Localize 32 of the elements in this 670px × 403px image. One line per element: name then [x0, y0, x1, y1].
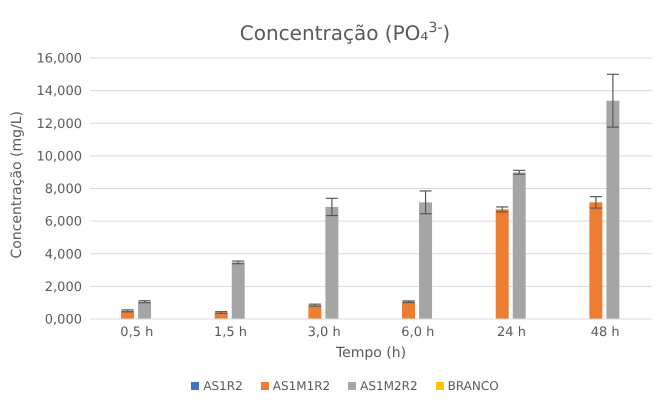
x-axis-title: Tempo (h) — [334, 345, 406, 361]
bar — [512, 172, 526, 319]
x-tick-label: 3,0 h — [308, 325, 341, 340]
legend-label: AS1M2R2 — [359, 379, 418, 393]
legend-label: AS1M1R2 — [272, 379, 330, 393]
bar — [232, 262, 245, 319]
bar — [419, 202, 432, 319]
x-tick-label: 1,5 h — [214, 325, 248, 340]
bar — [402, 302, 416, 319]
legend-label: AS1R2 — [202, 379, 243, 393]
y-tick-label: 2,000 — [44, 280, 82, 295]
y-tick-label: 8,000 — [44, 182, 82, 198]
y-tick-label: 12,000 — [36, 116, 82, 132]
bar — [325, 206, 338, 319]
y-tick-label: 14,000 — [36, 84, 82, 100]
y-tick-label: 16,000 — [36, 52, 82, 67]
y-tick-label: 10,000 — [36, 149, 82, 164]
x-tick-label: 0,5 h — [120, 325, 154, 340]
bar — [496, 209, 509, 319]
x-tick-label: 48 h — [590, 325, 620, 340]
bar — [606, 100, 620, 319]
bar — [589, 202, 602, 319]
y-tick-label: 4,000 — [44, 247, 82, 262]
bar — [138, 302, 152, 319]
y-tick-label: 0,000 — [44, 312, 82, 328]
legend-label: BRANCO — [446, 379, 499, 393]
bar — [308, 305, 322, 319]
chart-title: Concentração (PO₄$^{3-}$) — [240, 20, 450, 45]
x-tick-label: 24 h — [497, 325, 526, 340]
y-tick-label: 6,000 — [44, 214, 82, 230]
x-tick-label: 6,0 h — [401, 325, 434, 340]
y-axis-title: Concentração (mg/L) — [8, 111, 25, 258]
